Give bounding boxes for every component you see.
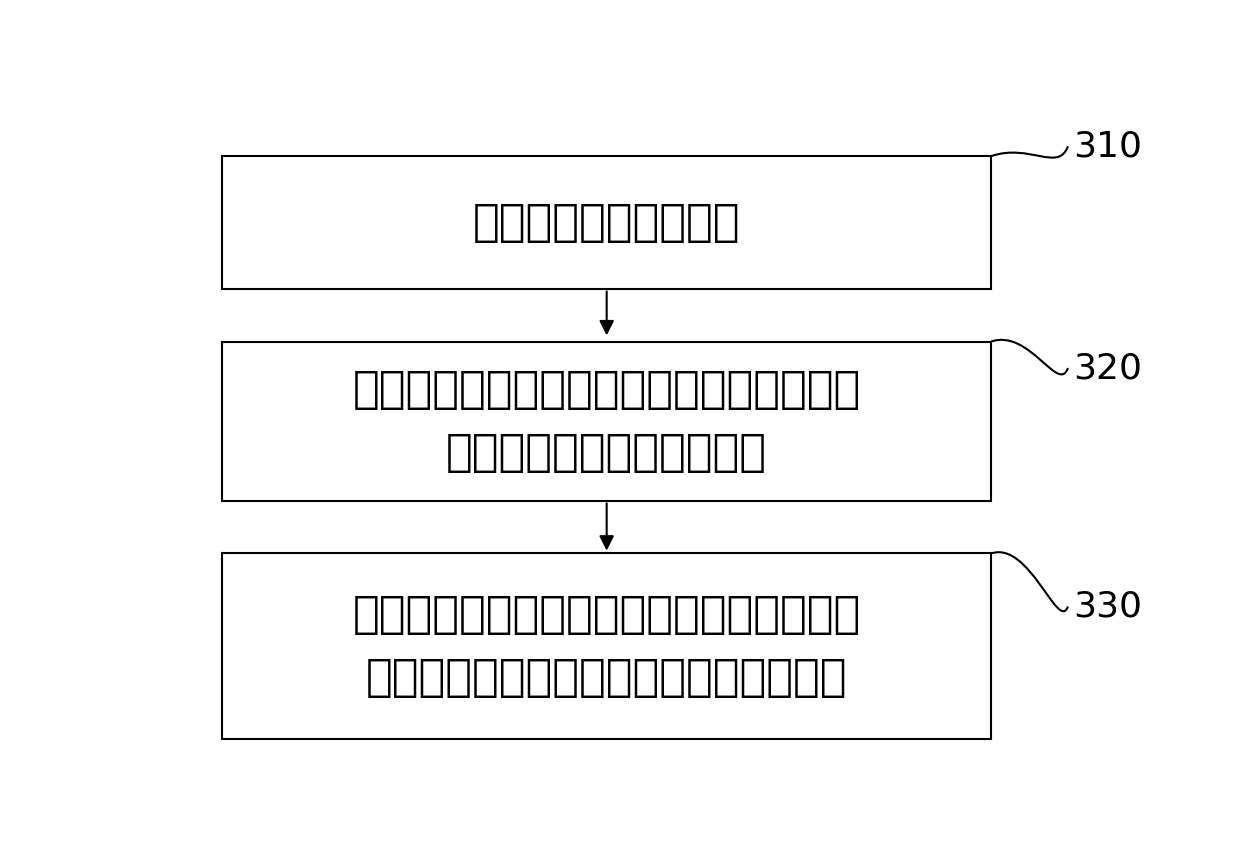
Bar xyxy=(222,554,991,739)
Text: 生成至少一个集货订单: 生成至少一个集货订单 xyxy=(472,201,740,244)
Text: 330: 330 xyxy=(1073,589,1142,624)
Text: 以预设的集货订单下发模式，向至少一个拣
货操作台发送所述集货订单: 以预设的集货订单下发模式，向至少一个拣 货操作台发送所述集货订单 xyxy=(352,368,861,474)
Bar xyxy=(222,341,991,501)
Text: 移动货箱至对应的拣货操作台以使所述集货
订单记录的库存量单元对应的货品被拣出: 移动货箱至对应的拣货操作台以使所述集货 订单记录的库存量单元对应的货品被拣出 xyxy=(352,593,861,699)
Text: 310: 310 xyxy=(1073,129,1142,163)
Text: 320: 320 xyxy=(1073,351,1142,385)
Bar xyxy=(222,157,991,289)
